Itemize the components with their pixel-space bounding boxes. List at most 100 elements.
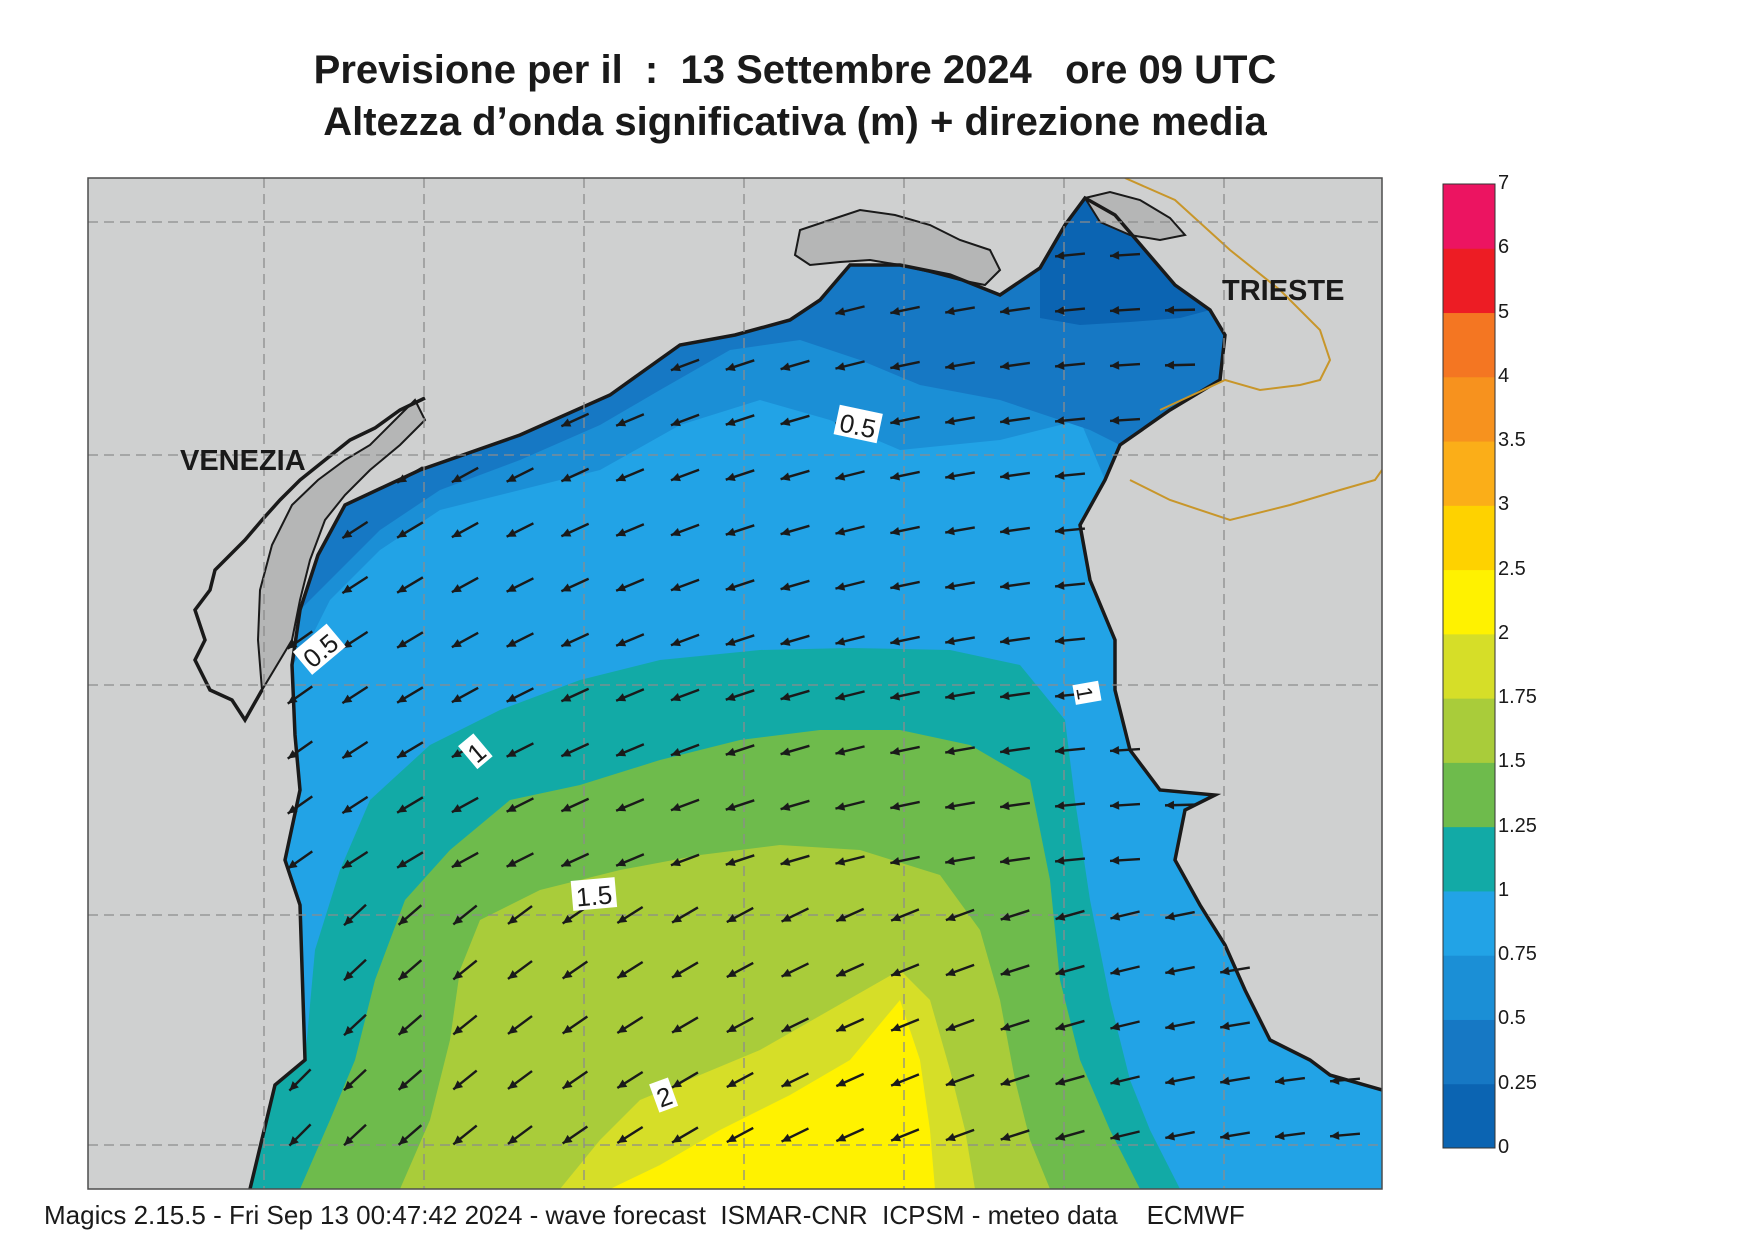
arrow-head	[506, 638, 517, 647]
arrow-head	[670, 748, 681, 757]
arrow-head	[453, 1135, 464, 1145]
arrow-head	[616, 748, 627, 757]
plot-frame	[87, 177, 1383, 1190]
arrow-head	[451, 804, 462, 813]
arrow-head	[1055, 416, 1065, 425]
arrow-head	[1330, 1076, 1340, 1085]
arrow-head	[561, 748, 572, 757]
colorbar-tick-label: 3	[1498, 493, 1510, 516]
arrow-head	[670, 528, 681, 537]
arrow-head	[835, 692, 846, 701]
arrow-head	[725, 637, 736, 647]
arrow-head	[1055, 306, 1065, 315]
arrow-head	[1055, 471, 1065, 480]
arrow-head	[342, 529, 353, 539]
arrow-head	[780, 582, 791, 591]
arrow-head	[890, 581, 901, 591]
arrow-head	[344, 1025, 354, 1036]
arrow-head	[1000, 636, 1010, 646]
colorbar-tick-label: 1.5	[1498, 750, 1526, 773]
arrow-head	[1055, 967, 1066, 976]
arrow-head	[506, 528, 517, 537]
arrow-head	[891, 968, 902, 977]
arrow-head	[451, 639, 462, 648]
arrow-head	[1220, 966, 1230, 976]
arrow-head	[397, 804, 408, 813]
arrow-head	[453, 970, 464, 980]
arrow-head	[1055, 1132, 1066, 1141]
arrow-head	[1055, 251, 1065, 260]
arrow-head	[1165, 966, 1175, 976]
arrow-head	[890, 361, 901, 371]
colorbar-tick-label: 5	[1498, 300, 1510, 323]
colorbar-tick-label: 1	[1498, 878, 1510, 901]
colorbar-tick-label: 0.75	[1498, 943, 1537, 966]
arrow-head	[890, 801, 901, 811]
arrow-head	[1110, 416, 1120, 425]
arrow-head	[670, 583, 681, 592]
title-line-2: Altezza d’onda significativa (m) + direz…	[323, 100, 1267, 144]
arrow-head	[451, 694, 462, 703]
arrow-head	[287, 749, 298, 759]
colorbar-tick-label: 0.25	[1498, 1071, 1537, 1094]
arrow-head	[1055, 361, 1065, 370]
arrow-head	[835, 857, 846, 866]
arrow-head	[616, 858, 627, 867]
colorbar-swatch	[1443, 1083, 1495, 1149]
arrow-head	[1110, 1022, 1121, 1031]
arrow-head	[781, 1133, 792, 1142]
arrow-head	[1110, 1077, 1121, 1086]
arrow-head	[672, 1134, 683, 1143]
colorbar-swatch	[1443, 762, 1495, 828]
arrow-head	[1000, 471, 1010, 481]
coastline	[193, 195, 1382, 1189]
arrow-head	[451, 749, 462, 758]
arrow-head	[670, 363, 681, 372]
arrow-head	[507, 1080, 518, 1089]
arrow-head	[1000, 361, 1010, 371]
arrow-head	[507, 1025, 518, 1034]
band-2	[610, 1000, 935, 1189]
arrow-head	[344, 1135, 354, 1146]
arrow-head	[616, 583, 627, 592]
arrow-head	[342, 859, 353, 869]
arrow-head	[725, 417, 736, 427]
colorbar-swatch	[1443, 569, 1495, 635]
arrow-head	[1055, 801, 1065, 810]
arrow-head	[1000, 912, 1011, 921]
arrow-head	[890, 416, 901, 426]
colorbar-tick-label: 1.25	[1498, 814, 1537, 837]
contour-label: 1	[1071, 685, 1098, 701]
colorbar-swatch	[1443, 890, 1495, 956]
arrow-head	[1055, 636, 1065, 645]
arrow-head	[616, 693, 627, 702]
arrow-head	[1220, 1076, 1230, 1086]
arrow-head	[670, 693, 681, 702]
arrow-head	[1165, 800, 1175, 810]
arrow-head	[725, 747, 736, 757]
arrow-head	[835, 362, 846, 371]
arrow-head	[453, 1025, 464, 1035]
arrow-head	[397, 584, 408, 593]
arrow-head	[506, 583, 517, 592]
arrow-head	[616, 638, 627, 647]
arrow-head	[562, 1134, 573, 1144]
arrow-head	[780, 692, 791, 701]
arrow-head	[561, 693, 572, 702]
arrow-head	[561, 803, 572, 812]
arrow-head	[1110, 251, 1120, 260]
arrow-head	[1000, 526, 1010, 536]
arrow-head	[781, 1078, 792, 1087]
arrow-head	[835, 637, 846, 646]
arrow-head	[890, 526, 901, 536]
colorbar-tick-label: 4	[1498, 364, 1510, 387]
arrow-head	[1000, 1132, 1011, 1141]
arrow-head	[725, 472, 736, 482]
arrow-head	[617, 1134, 628, 1144]
arrow-head	[1110, 306, 1120, 315]
arrow-head	[725, 582, 736, 592]
arrow-head	[726, 1024, 737, 1033]
arrow-head	[835, 802, 846, 811]
contour-label: 0.5	[837, 408, 879, 445]
